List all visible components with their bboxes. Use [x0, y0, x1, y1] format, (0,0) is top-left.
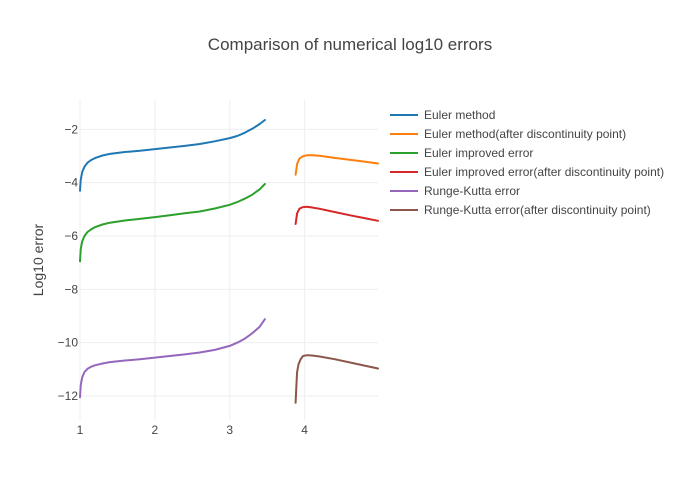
legend: Euler method Euler method(after discontin…	[390, 108, 664, 217]
y-tick-label: −4	[64, 176, 78, 190]
x-tick-label: 1	[77, 423, 84, 437]
series-line-6	[294, 354, 379, 404]
x-tick-label: 4	[301, 423, 308, 437]
y-tick-label: −12	[58, 389, 79, 403]
y-axis-title: Log10 error	[30, 223, 46, 296]
series-line-5	[79, 318, 266, 399]
legend-item[interactable]: Euler improved error(after discontinuity…	[390, 165, 664, 179]
legend-label: Euler method	[424, 108, 495, 122]
legend-item[interactable]: Runge-Kutta error	[390, 184, 520, 198]
legend-label: Euler improved error(after discontinuity…	[424, 165, 664, 179]
y-tick-label: −6	[64, 229, 78, 243]
plot-area	[79, 119, 379, 404]
series-line-3	[79, 183, 266, 263]
legend-label: Runge-Kutta error(after discontinuity po…	[424, 203, 651, 217]
legend-item[interactable]: Euler method(after discontinuity point)	[390, 127, 626, 141]
x-tick-label: 2	[152, 423, 159, 437]
legend-item[interactable]: Runge-Kutta error(after discontinuity po…	[390, 203, 651, 217]
y-tick-label: −10	[58, 336, 79, 350]
chart-title: Comparison of numerical log10 errors	[208, 35, 492, 54]
series-line-1	[79, 119, 266, 192]
y-tick-label: −8	[64, 282, 78, 296]
legend-label: Euler method(after discontinuity point)	[424, 127, 626, 141]
legend-item[interactable]: Euler improved error	[390, 146, 533, 160]
axis-ticks: 1 2 3 4 −12 −10 −8 −6 −4 −2	[58, 122, 309, 437]
grid	[79, 100, 378, 420]
series-line-4	[294, 205, 379, 225]
y-tick-label: −2	[64, 122, 78, 136]
legend-item[interactable]: Euler method	[390, 108, 495, 122]
legend-label: Euler improved error	[424, 146, 533, 160]
series-line-2	[294, 154, 379, 176]
legend-label: Runge-Kutta error	[424, 184, 520, 198]
x-tick-label: 3	[226, 423, 233, 437]
